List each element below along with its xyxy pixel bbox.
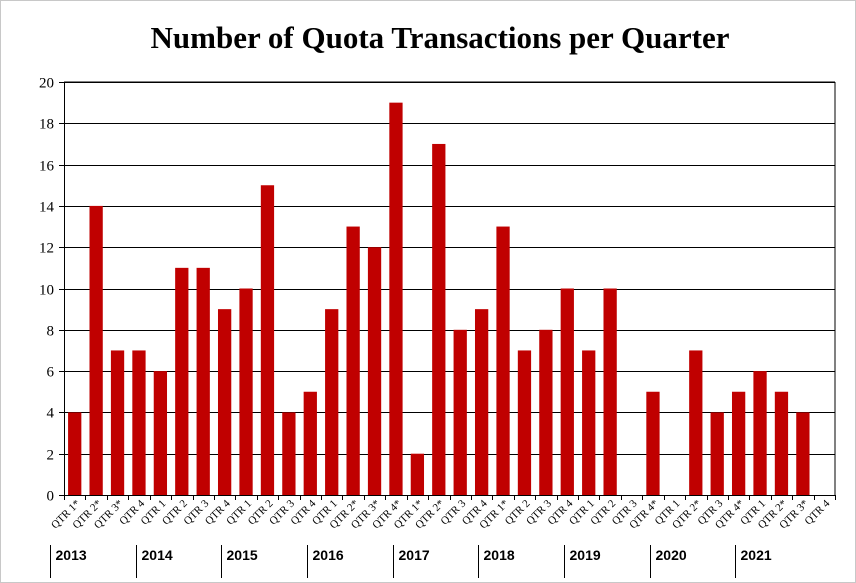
bar (68, 412, 82, 495)
bar (217, 309, 232, 495)
y-tick-label: 20 (39, 76, 54, 92)
bar (582, 350, 596, 495)
bar (603, 288, 617, 495)
year-label: 2017 (399, 547, 430, 563)
y-axis-ticks: 0 2 4 6 8 10 12 14 16 18 20 (39, 76, 55, 505)
bar (646, 391, 660, 495)
bar (432, 143, 446, 495)
year-label: 2018 (484, 547, 515, 563)
year-label: 2020 (656, 547, 687, 563)
bar (389, 102, 403, 496)
bar (260, 185, 275, 495)
y-tick-label: 4 (47, 406, 55, 422)
year-label: 2015 (227, 547, 258, 563)
year-label: 2014 (142, 547, 173, 563)
gridlines (64, 81, 836, 495)
bar (325, 309, 339, 495)
y-tick-label: 0 (47, 489, 55, 505)
year-label: 2016 (313, 547, 344, 563)
y-tick-label: 10 (39, 283, 54, 299)
y-tick-label: 12 (39, 241, 54, 257)
bar (132, 350, 146, 495)
axes (59, 82, 836, 500)
bar (496, 226, 510, 496)
year-label: 2019 (570, 547, 601, 563)
bar (367, 247, 382, 495)
bar (731, 391, 746, 495)
y-tick-label: 14 (39, 200, 55, 216)
bar (710, 412, 724, 495)
x-tick-label: QTR 4 (803, 497, 833, 527)
bar (346, 226, 360, 496)
y-tick-label: 16 (39, 159, 55, 175)
bar (539, 329, 553, 495)
y-tick-label: 8 (47, 324, 55, 340)
bar (175, 267, 189, 495)
y-tick-label: 2 (47, 448, 55, 464)
y-tick-label: 18 (39, 117, 54, 133)
bar (110, 350, 125, 495)
bar (153, 371, 168, 495)
bar (689, 350, 703, 495)
bar (282, 412, 296, 495)
y-tick-label: 6 (47, 365, 55, 381)
bar (303, 391, 317, 495)
bar (753, 371, 767, 495)
year-label: 2021 (741, 547, 772, 563)
year-label: 2013 (56, 547, 87, 563)
bar (474, 309, 489, 495)
bar (410, 453, 425, 495)
bar (196, 267, 210, 495)
bar (453, 329, 467, 495)
bars (68, 102, 810, 496)
chart-title: Number of Quota Transactions per Quarter (151, 20, 730, 55)
bar (774, 391, 789, 495)
bar (796, 412, 810, 495)
bar (560, 288, 574, 495)
bar (89, 205, 103, 495)
year-labels: 2013 2014 2015 2016 2017 2018 2019 2020 2021 (50, 545, 772, 578)
bar (239, 288, 253, 495)
bar (517, 350, 532, 495)
